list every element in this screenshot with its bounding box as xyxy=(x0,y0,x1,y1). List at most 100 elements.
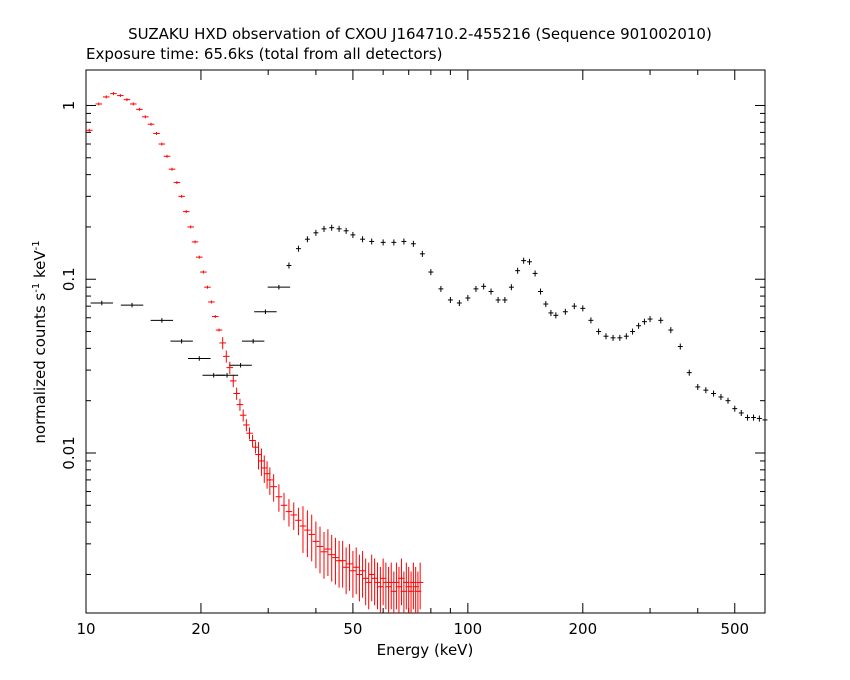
red-data-point xyxy=(339,540,346,588)
x-tick-label: 200 xyxy=(568,620,597,638)
red-data-point xyxy=(335,540,343,588)
black-data-point xyxy=(695,383,701,391)
red-data-point xyxy=(365,562,372,610)
red-data-point xyxy=(290,502,298,530)
black-data-point xyxy=(188,356,211,361)
black-data-point xyxy=(336,225,342,232)
y-axis-label: normalized counts s-1 keV-1 xyxy=(31,240,49,443)
red-data-point xyxy=(178,194,185,198)
red-data-point xyxy=(324,529,332,576)
black-data-point xyxy=(668,327,674,334)
red-data-point xyxy=(200,270,207,274)
red-data-point xyxy=(163,154,171,158)
black-data-point xyxy=(90,300,114,306)
black-data-point xyxy=(711,390,717,397)
black-data-point xyxy=(170,338,193,344)
red-data-point xyxy=(252,441,259,454)
red-data-point xyxy=(86,128,93,132)
black-data-point xyxy=(428,269,434,276)
red-data-point xyxy=(130,102,137,106)
black-data-point xyxy=(508,284,514,291)
black-data-point xyxy=(527,258,532,265)
red-data-point xyxy=(142,115,149,119)
red-data-point xyxy=(379,558,387,606)
x-tick-label: 20 xyxy=(191,620,210,638)
red-data-point xyxy=(236,398,244,411)
red-data-point xyxy=(95,102,103,106)
black-data-point xyxy=(229,362,252,368)
black-data-point xyxy=(350,231,356,238)
black-data-point xyxy=(304,236,310,243)
red-data-point xyxy=(316,526,324,574)
red-data-point xyxy=(195,255,203,259)
red-data-point xyxy=(208,300,215,304)
black-data-point xyxy=(215,373,239,378)
black-data-point xyxy=(473,285,479,292)
black-data-point xyxy=(532,270,538,277)
x-axis-label: Energy (keV) xyxy=(377,641,474,659)
black-data-point xyxy=(488,288,494,295)
black-data-point xyxy=(745,414,750,421)
red-data-point xyxy=(243,419,250,432)
red-data-point xyxy=(117,94,124,98)
red-data-point xyxy=(308,514,315,562)
red-data-point xyxy=(211,315,219,319)
red-data-point xyxy=(191,240,199,244)
black-data-point xyxy=(521,257,527,264)
black-data-point xyxy=(295,245,301,252)
chart-subtitle: Exposure time: 65.6ks (total from all de… xyxy=(86,45,442,63)
black-data-point xyxy=(738,409,744,417)
black-data-point xyxy=(465,295,471,302)
black-data-point xyxy=(538,288,544,295)
black-data-point xyxy=(456,300,462,307)
black-data-point xyxy=(562,308,568,315)
black-data-point xyxy=(630,328,636,335)
black-data-point xyxy=(254,309,277,315)
black-data-point xyxy=(596,328,602,335)
red-data-point xyxy=(270,474,277,502)
red-data-point xyxy=(275,484,283,512)
red-data-point xyxy=(249,434,256,447)
black-data-point xyxy=(410,240,416,247)
red-data-point xyxy=(312,521,320,569)
black-data-point xyxy=(502,296,508,304)
red-data-point xyxy=(246,427,253,440)
black-data-point xyxy=(603,333,609,340)
red-data-point xyxy=(226,361,234,374)
black-data-point xyxy=(447,296,453,304)
black-data-point xyxy=(419,250,425,257)
black-data-point xyxy=(286,262,292,269)
red-data-point xyxy=(371,558,378,606)
red-data-point xyxy=(136,107,143,111)
red-data-point xyxy=(215,328,223,332)
x-axis: 10 20 50 100 200 500 xyxy=(76,70,766,638)
y-axis-label-mid: keV xyxy=(31,250,49,283)
black-data-point xyxy=(686,369,692,376)
black-data-point xyxy=(369,238,375,245)
y-axis: 0.01 0.1 1 xyxy=(60,101,765,575)
black-data-point xyxy=(610,334,616,341)
red-data-point xyxy=(187,225,194,229)
y-axis-label-exp2: -1 xyxy=(31,240,42,250)
red-data-point xyxy=(233,387,240,400)
red-data-point xyxy=(260,455,268,483)
black-data-point xyxy=(313,229,319,236)
black-data-point xyxy=(391,239,397,246)
black-data-point xyxy=(120,302,144,308)
plot-frame xyxy=(85,69,766,614)
black-data-point xyxy=(751,414,757,421)
series-red xyxy=(86,92,424,613)
x-tick-label: 500 xyxy=(720,620,749,638)
red-data-point xyxy=(158,142,166,146)
red-data-point xyxy=(123,98,131,102)
y-tick-label: 0.1 xyxy=(60,267,78,291)
red-data-point xyxy=(328,534,335,582)
black-data-point xyxy=(588,317,594,324)
red-data-point xyxy=(219,337,226,350)
black-data-point xyxy=(636,322,642,329)
black-data-point xyxy=(438,285,444,292)
red-data-point xyxy=(332,537,339,585)
black-data-point xyxy=(329,224,335,231)
red-data-point xyxy=(416,562,424,610)
